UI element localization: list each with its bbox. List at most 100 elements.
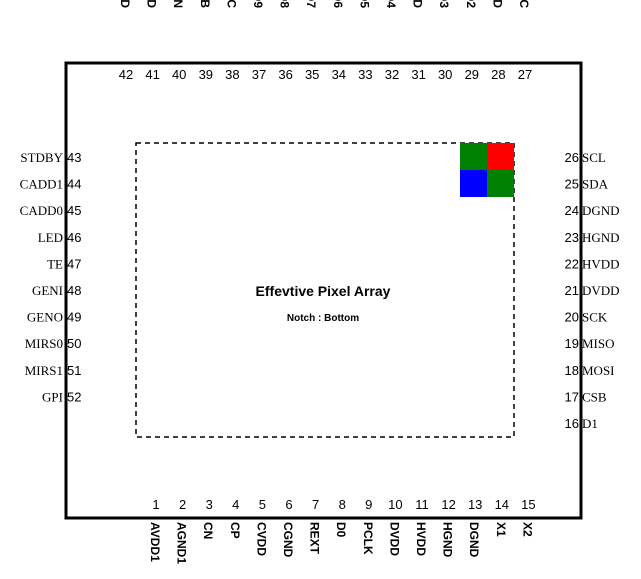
pin-number: 20	[565, 310, 579, 325]
pin-label: HGND	[582, 230, 620, 245]
pin-label: AVDD1	[148, 522, 162, 562]
pin-number: 38	[225, 67, 239, 82]
pin-label: X2	[520, 522, 534, 537]
pin-label: DGND	[582, 203, 620, 218]
pins-left: STDBY 43 CADD1 44 CADD0 45 LED 46 TE 47 GENI 48 GENO…	[20, 150, 82, 404]
pin-number: 18	[565, 363, 579, 378]
pin-number: 41	[145, 67, 159, 82]
pin-number: 42	[119, 67, 133, 82]
pin-label: MOSI	[582, 363, 615, 378]
pin-label: X1	[494, 522, 508, 537]
bayer-color-filter	[460, 143, 514, 197]
pin-number: 25	[565, 177, 579, 192]
pin-number: 26	[565, 150, 579, 165]
pin-label: D3	[437, 0, 451, 8]
pin-number: 17	[565, 389, 579, 404]
pin-number: 28	[491, 67, 505, 82]
pin-number: 5	[259, 497, 266, 512]
pin-label: RSTB	[198, 0, 212, 8]
pin-label: HGND	[490, 0, 504, 8]
pin-number: 6	[285, 497, 292, 512]
pin-number: 30	[438, 67, 452, 82]
pin-label: STDBY	[20, 150, 63, 165]
pin-label: CADD1	[20, 177, 63, 192]
pin-label: D6	[331, 0, 345, 8]
pin-number: 19	[565, 336, 579, 351]
pin-label: CVDD	[254, 522, 268, 556]
pin-number: 46	[67, 230, 81, 245]
pin-label: D9	[251, 0, 265, 8]
bayer-cell	[487, 143, 514, 170]
pixel-array-title: Effevtive Pixel Array	[256, 283, 391, 299]
pin-label: TE	[47, 256, 63, 271]
pin-number: 4	[232, 497, 239, 512]
pin-number: 32	[385, 67, 399, 82]
bayer-cell	[460, 143, 487, 170]
pin-number: 24	[565, 203, 579, 218]
pin-number: 47	[67, 256, 81, 271]
pin-label: VSYNC	[224, 0, 238, 8]
pin-label: CGND	[281, 522, 295, 558]
pin-label: SDA	[582, 177, 609, 192]
pin-label: HVDD	[582, 256, 620, 271]
pin-label: MIRS0	[25, 336, 63, 351]
pin-number: 12	[441, 497, 455, 512]
pin-label: CP	[228, 522, 242, 539]
pin-number: 34	[332, 67, 346, 82]
pixel-array-subtitle: Notch : Bottom	[287, 313, 359, 324]
pin-number: 33	[358, 67, 372, 82]
pin-number: 29	[465, 67, 479, 82]
pin-number: 36	[278, 67, 292, 82]
pin-label: AGND	[145, 0, 159, 8]
pin-label: HSYNC	[517, 0, 531, 8]
pin-number: 2	[179, 497, 186, 512]
pin-number: 52	[67, 389, 81, 404]
pin-label: GPI	[42, 389, 63, 404]
pins-top: 42 AVDD 41 AGND 40 ISIN 39 RSTB 38 VSYNC 37 D9 36 D8 3…	[118, 0, 532, 82]
pin-number: 40	[172, 67, 186, 82]
pin-label: REXT	[308, 522, 322, 555]
pin-number: 48	[67, 283, 81, 298]
pin-number: 7	[312, 497, 319, 512]
pin-label: GENO	[27, 310, 63, 325]
pin-label: HVDD	[411, 0, 425, 8]
pin-label: PCLK	[361, 522, 375, 555]
pin-number: 3	[206, 497, 213, 512]
pin-number: 15	[521, 497, 535, 512]
bayer-cell	[487, 170, 514, 197]
pin-label: D2	[464, 0, 478, 8]
pin-label: AVDD	[118, 0, 132, 8]
pin-number: 9	[365, 497, 372, 512]
pin-label: HGND	[441, 522, 455, 558]
pin-label: SCL	[582, 150, 606, 165]
pin-label: D5	[357, 0, 371, 8]
pin-label: LED	[38, 230, 63, 245]
pin-label: DVDD	[582, 283, 620, 298]
pin-number: 13	[468, 497, 482, 512]
pin-number: 45	[67, 203, 81, 218]
pin-number: 44	[67, 177, 81, 192]
pin-label: MIRS1	[25, 363, 63, 378]
pin-number: 21	[565, 283, 579, 298]
pin-number: 1	[152, 497, 159, 512]
pin-number: 49	[67, 310, 81, 325]
pins-bottom: 1 AVDD1 2 AGND1 3 CN 4 CP 5 CVDD 6 CGND 7 REXT 8 D0 9 PCL…	[148, 497, 536, 564]
pin-number: 22	[565, 256, 579, 271]
pin-label: GENI	[32, 283, 63, 298]
pin-label: SCK	[582, 310, 608, 325]
pin-label: D7	[304, 0, 318, 8]
pin-label: CSB	[582, 389, 607, 404]
pin-label: CADD0	[20, 203, 63, 218]
pin-number: 31	[411, 67, 425, 82]
pin-number: 11	[415, 497, 429, 512]
pin-label: D0	[334, 522, 348, 538]
pin-label: HVDD	[414, 522, 428, 556]
pin-label: MISO	[582, 336, 615, 351]
pin-number: 50	[67, 336, 81, 351]
pin-number: 37	[252, 67, 266, 82]
pin-number: 39	[199, 67, 213, 82]
pin-number: 10	[388, 497, 402, 512]
pin-label: DGND	[467, 522, 481, 558]
